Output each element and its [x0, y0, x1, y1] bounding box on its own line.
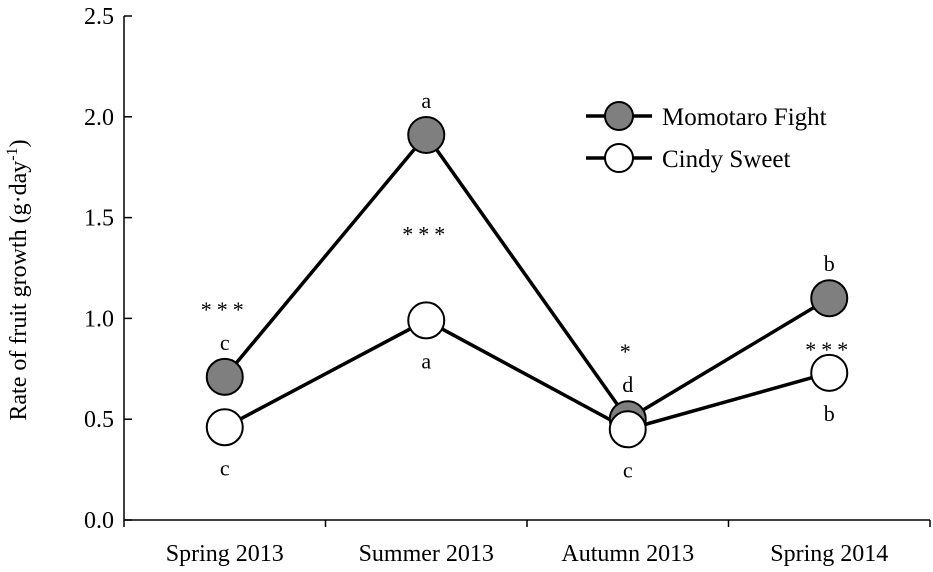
- y-axis-title-superscript: -1: [4, 147, 21, 160]
- data-point-momotaro-fight: [810, 279, 849, 318]
- letter-annotation: d: [622, 372, 633, 397]
- series-line-momotaro-fight: [223, 132, 831, 422]
- significance-marker: ***: [201, 297, 249, 322]
- y-tick-label: 1.0: [84, 306, 114, 332]
- series-layer: [205, 115, 849, 449]
- y-axis-title: Rate of fruit growth (g·day-1): [4, 139, 32, 420]
- y-tick-label: 0.0: [84, 508, 114, 534]
- x-tick-label: Spring 2014: [770, 541, 888, 567]
- legend: Momotaro Fight Cindy Sweet: [586, 101, 827, 173]
- y-axis-title-main: Rate of fruit growth (g·day: [6, 161, 32, 421]
- letter-annotation: c: [220, 330, 230, 355]
- legend-label: Momotaro Fight: [662, 104, 827, 131]
- data-point-momotaro-fight: [205, 357, 244, 396]
- y-tick-label: 0.5: [84, 407, 114, 433]
- labels-layer: c c *** a a *** d c * b b ***: [201, 88, 853, 482]
- legend-label: Cindy Sweet: [662, 146, 791, 173]
- letter-annotation: b: [824, 401, 835, 426]
- x-tick-label: Summer 2013: [359, 541, 494, 567]
- significance-marker: ***: [402, 222, 450, 247]
- y-tick-label: 1.5: [84, 206, 114, 232]
- significance-marker: ***: [805, 337, 853, 362]
- letter-annotation: c: [623, 457, 633, 482]
- letter-annotation: b: [824, 251, 835, 276]
- data-point-cindy-sweet: [608, 410, 647, 449]
- data-point-momotaro-fight: [407, 115, 446, 154]
- legend-marker: [604, 101, 634, 131]
- series-line-cindy-sweet: [223, 318, 830, 432]
- legend-marker: [604, 143, 634, 173]
- significance-marker: *: [620, 339, 636, 364]
- x-tick-label: Spring 2013: [166, 541, 284, 567]
- data-point-cindy-sweet: [407, 301, 446, 340]
- y-axis-title-suffix: ): [6, 139, 32, 147]
- axes-layer: 0.0 0.5 1.0 1.5 2.0 2.5 Spring 2013 Summer 2013…: [4, 4, 931, 567]
- y-tick-label: 2.5: [84, 4, 114, 30]
- data-point-cindy-sweet: [205, 408, 244, 447]
- letter-annotation: a: [421, 88, 431, 113]
- letter-annotation: a: [421, 348, 431, 373]
- letter-annotation: c: [220, 455, 230, 480]
- x-tick-label: Autumn 2013: [561, 541, 694, 567]
- data-point-cindy-sweet: [810, 353, 849, 392]
- y-tick-label: 2.0: [84, 105, 114, 131]
